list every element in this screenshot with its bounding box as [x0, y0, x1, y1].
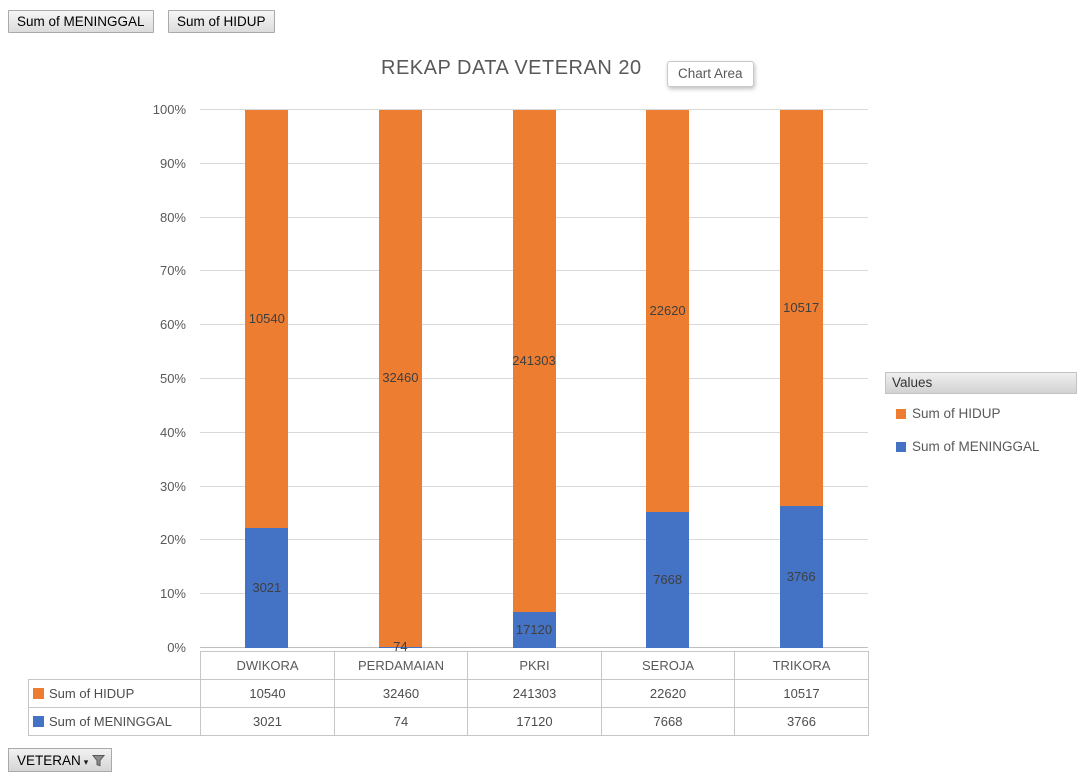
table-value-cell: 74 — [334, 706, 468, 736]
data-label: 17120 — [515, 622, 553, 638]
bar-segment-sum-of-meninggal-trikora[interactable] — [779, 506, 823, 648]
dropdown-arrow-icon[interactable]: ▾ — [83, 757, 89, 767]
table-value-cell: 7668 — [601, 706, 735, 736]
y-axis-tick-label: 20% — [159, 532, 186, 548]
y-axis-tick-label: 30% — [159, 478, 186, 494]
data-label: 74 — [393, 639, 408, 655]
series-swatch-icon — [33, 715, 44, 727]
bar-segment-sum-of-hidup-dwikora[interactable] — [245, 110, 289, 529]
table-value-cell: 241303 — [467, 678, 602, 708]
data-label: 7668 — [653, 571, 683, 587]
category-axis-label: SEROJA — [601, 651, 735, 680]
data-label: 241303 — [512, 353, 556, 369]
legend-swatch-icon — [896, 441, 906, 452]
legend-item-sum-of-meninggal[interactable]: Sum of MENINGGAL — [896, 439, 1040, 454]
data-label: 3766 — [786, 569, 816, 585]
y-axis-tick-label: 60% — [159, 317, 186, 333]
category-axis-label: TRIKORA — [734, 651, 869, 680]
y-axis-tick-label: 50% — [159, 371, 186, 386]
y-axis-tick-label: 80% — [159, 209, 186, 225]
bar-segment-sum-of-meninggal-perdamaian[interactable] — [378, 646, 422, 648]
bar-segment-sum-of-meninggal-pkri[interactable] — [512, 612, 556, 648]
table-row-label: Sum of HIDUP — [28, 678, 201, 708]
table-value-cell: 10517 — [734, 678, 869, 708]
table-row-label: Sum of MENINGGAL — [28, 706, 201, 736]
data-label: 10517 — [783, 300, 820, 316]
table-value-cell: 10540 — [200, 678, 335, 708]
legend-item-label: Sum of HIDUP — [912, 406, 1001, 421]
bar-segment-sum-of-meninggal-dwikora[interactable] — [245, 528, 289, 648]
legend: Sum of HIDUP Sum of MENINGGAL — [896, 406, 1040, 454]
chart-area-tooltip: Chart Area — [667, 61, 754, 87]
bar-segment-sum-of-meninggal-seroja[interactable] — [646, 511, 690, 648]
bar-segment-sum-of-hidup-perdamaian[interactable] — [378, 110, 422, 647]
y-axis-tick-label: 0% — [167, 640, 186, 655]
y-axis-tick-label: 90% — [159, 155, 186, 171]
table-corner-cell — [29, 652, 201, 680]
table-value-cell: 3021 — [200, 706, 335, 736]
y-axis-tick-label: 10% — [159, 586, 186, 602]
bar-segment-sum-of-hidup-trikora[interactable] — [779, 110, 823, 507]
y-axis-tick-label: 70% — [159, 263, 186, 279]
veteran-filter-button[interactable]: VETERAN ▾ — [8, 748, 113, 772]
bar-segment-sum-of-hidup-seroja[interactable] — [646, 110, 690, 512]
data-label: 32460 — [382, 370, 419, 386]
legend-values-button[interactable]: Values — [885, 372, 1077, 394]
table-value-cell: 32460 — [334, 678, 468, 708]
category-axis-label: DWIKORA — [200, 651, 335, 680]
bar-segment-sum-of-hidup-pkri[interactable] — [512, 110, 556, 613]
table-value-cell: 22620 — [601, 678, 735, 708]
legend-item-label: Sum of MENINGGAL — [912, 439, 1040, 454]
data-label: 10540 — [248, 311, 285, 327]
legend-swatch-icon — [896, 408, 906, 419]
plot-area: 10540 3021 32460 74 241303 17120 22620 7668 1051… — [200, 109, 868, 654]
y-axis-tick-label: 100% — [152, 102, 186, 117]
category-axis-label: PERDAMAIAN — [334, 651, 468, 680]
gridline — [200, 109, 868, 110]
chart-data-table: DWIKORA PERDAMAIAN PKRI SEROJA TRIKORA Sum of… — [28, 651, 869, 736]
category-axis-label: PKRI — [467, 651, 602, 680]
veteran-filter-label: VETERAN — [17, 752, 81, 768]
y-axis-tick-label: 40% — [159, 424, 186, 440]
field-button-sum-of-meninggal[interactable]: Sum of MENINGGAL — [8, 10, 154, 33]
field-button-sum-of-hidup[interactable]: Sum of HIDUP — [168, 10, 275, 33]
table-value-cell: 3766 — [734, 706, 869, 736]
table-value-cell: 17120 — [467, 706, 602, 736]
data-label: 3021 — [252, 580, 282, 596]
filter-funnel-icon — [91, 753, 106, 768]
series-swatch-icon — [33, 687, 44, 699]
data-label: 22620 — [649, 302, 686, 318]
legend-item-sum-of-hidup[interactable]: Sum of HIDUP — [896, 406, 1040, 421]
chart-title[interactable]: REKAP DATA VETERAN 20 — [381, 57, 642, 79]
